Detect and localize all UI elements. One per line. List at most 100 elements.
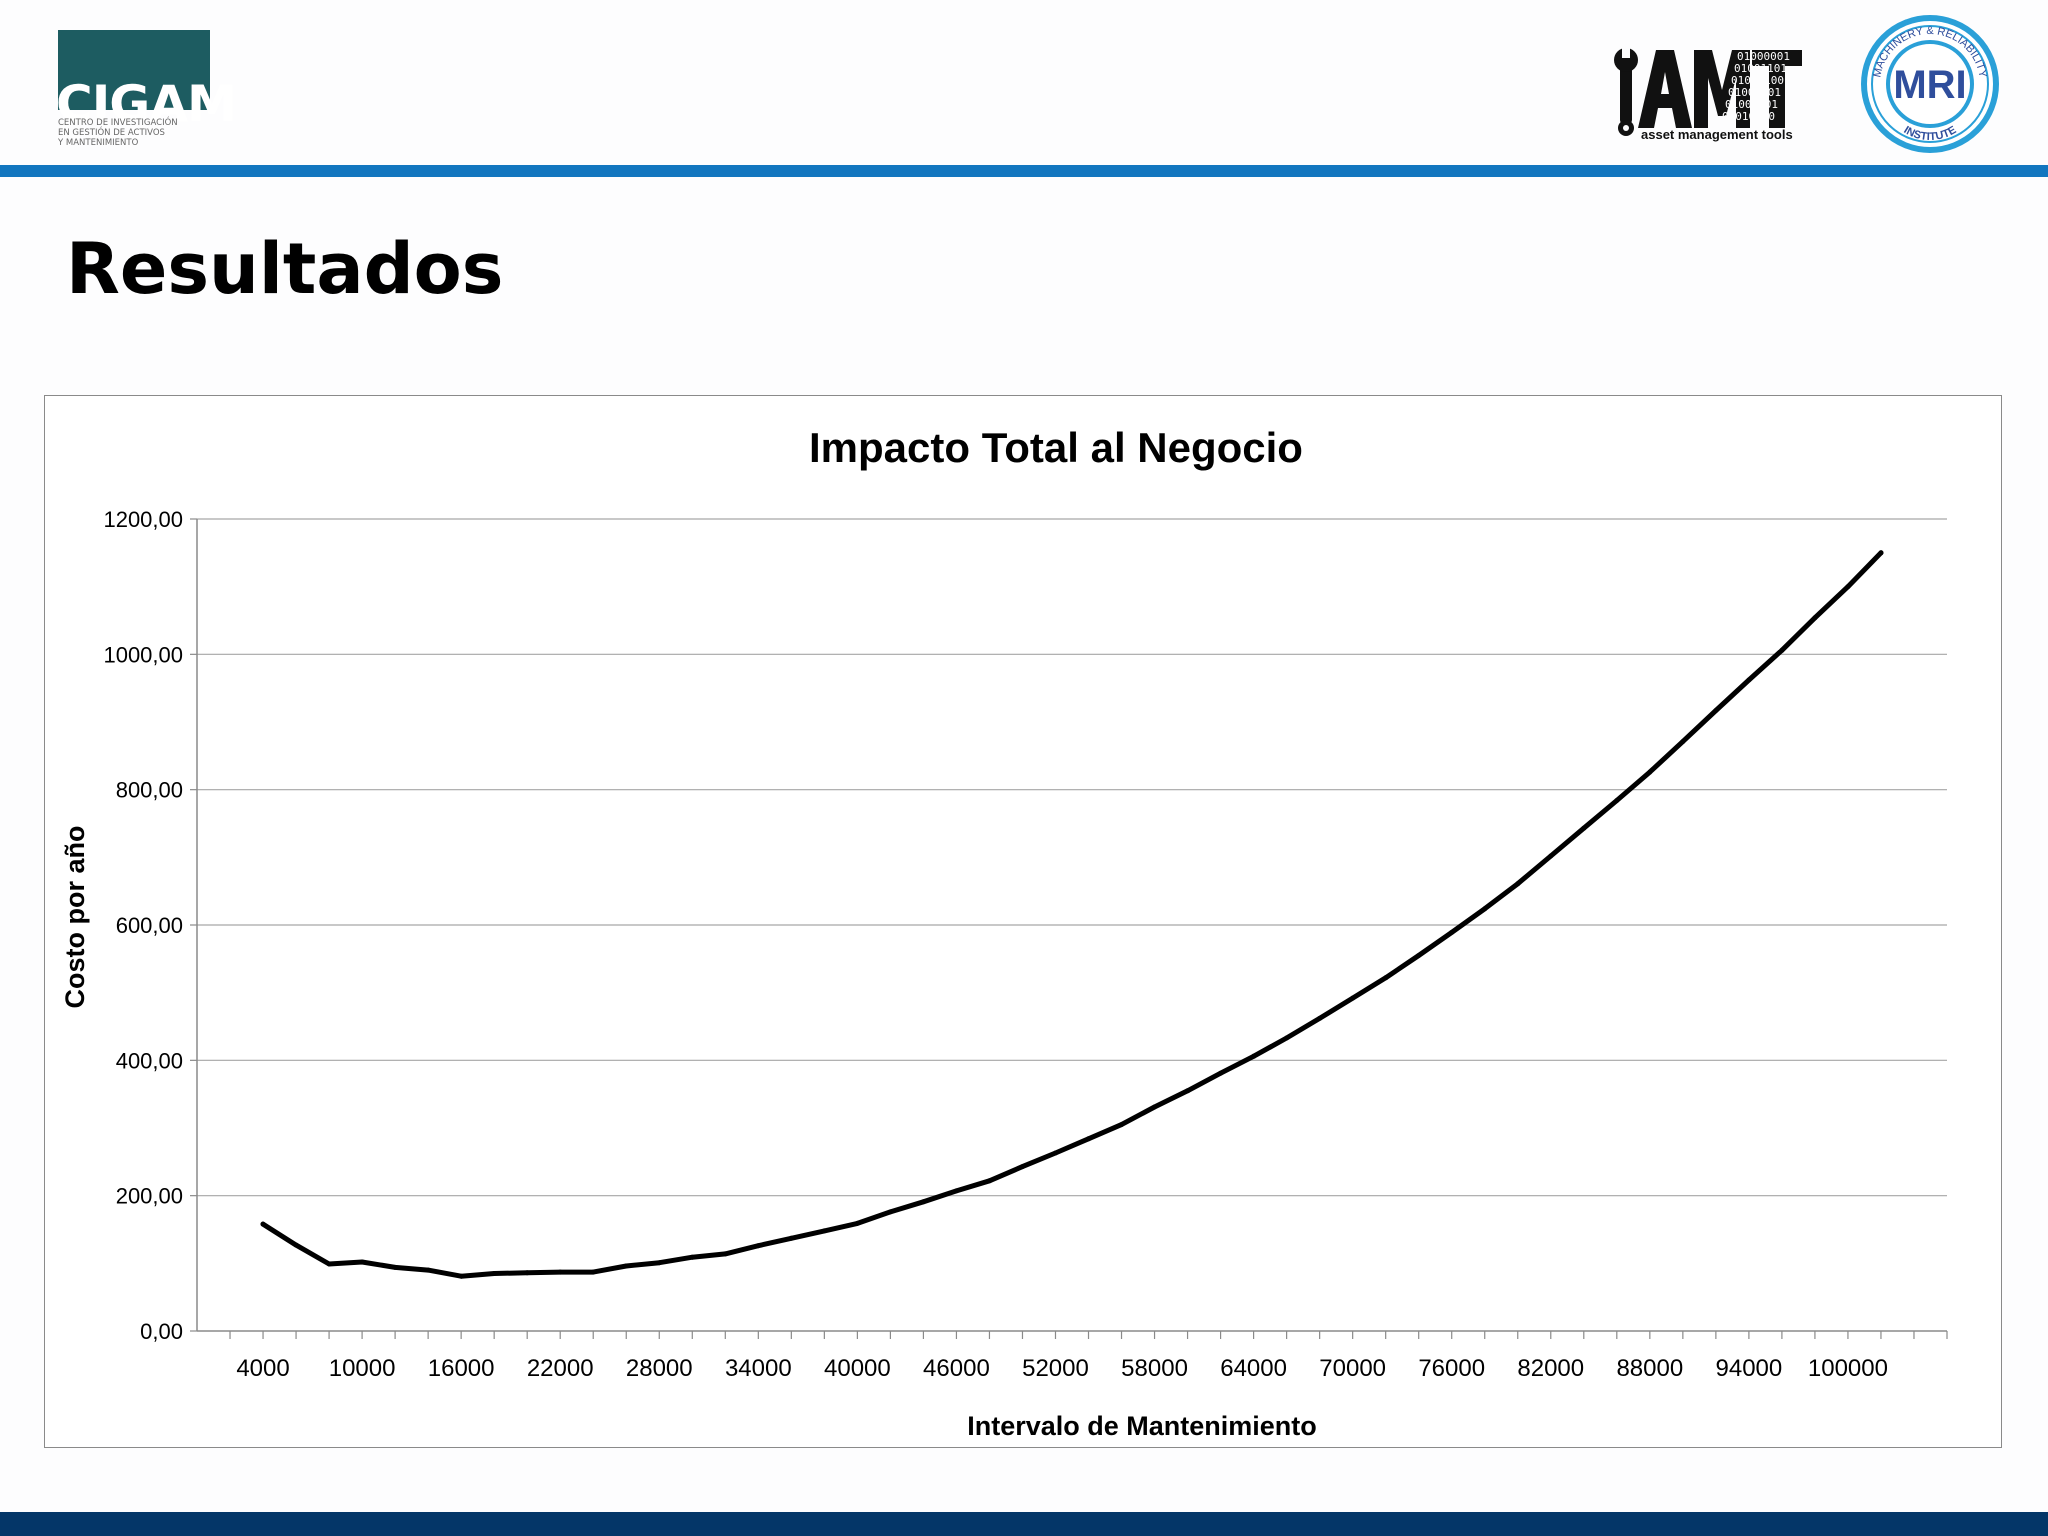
data-point bbox=[722, 1251, 728, 1257]
data-point bbox=[1548, 853, 1554, 859]
data-point bbox=[788, 1235, 794, 1241]
amt-binary-row: 01000001 bbox=[1728, 86, 1781, 99]
x-tick-label: 58000 bbox=[1121, 1355, 1188, 1382]
data-point bbox=[987, 1178, 992, 1184]
data-point bbox=[887, 1209, 893, 1215]
amt-letters-icon bbox=[1638, 50, 1802, 128]
y-tick-label: 400,00 bbox=[116, 1048, 183, 1073]
data-point bbox=[1020, 1164, 1025, 1170]
data-point bbox=[1383, 975, 1389, 981]
chart-title: Impacto Total al Negocio bbox=[809, 424, 1303, 471]
x-tick-label: 70000 bbox=[1319, 1355, 1386, 1382]
data-point bbox=[920, 1199, 926, 1205]
amt-logo: 0100000101001101010101000100000101001101… bbox=[1614, 48, 1802, 142]
data-point bbox=[1779, 647, 1785, 653]
data-point bbox=[491, 1271, 497, 1276]
data-point bbox=[1515, 881, 1521, 887]
data-point bbox=[1185, 1088, 1191, 1094]
y-tick-label: 200,00 bbox=[116, 1184, 183, 1209]
data-point bbox=[425, 1267, 431, 1273]
x-tick-label: 10000 bbox=[329, 1355, 396, 1382]
chart-frame: Impacto Total al Negocio Intervalo de Ma… bbox=[44, 395, 2002, 1448]
footer-band bbox=[0, 1512, 2048, 1536]
wrench-icon bbox=[1614, 48, 1638, 136]
x-tick-label: 46000 bbox=[923, 1355, 990, 1382]
mri-ring-bottom-text: INSTITUTE bbox=[1902, 124, 1959, 143]
x-tick-label: 100000 bbox=[1808, 1355, 1888, 1382]
x-axis-label: Intervalo de Mantenimiento bbox=[967, 1411, 1317, 1441]
data-point bbox=[293, 1242, 299, 1248]
data-point bbox=[1878, 550, 1884, 556]
y-axis-label: Costo por año bbox=[60, 826, 90, 1009]
cigam-logo: CIGAM CENTRO DE INVESTIGACIÓN EN GESTIÓN… bbox=[56, 30, 237, 150]
amt-binary-row: 01010100 bbox=[1731, 74, 1784, 87]
data-point bbox=[326, 1261, 332, 1267]
axes bbox=[190, 518, 1948, 1339]
x-tick-label: 28000 bbox=[626, 1355, 693, 1382]
line-chart: Impacto Total al Negocio Intervalo de Ma… bbox=[60, 424, 1948, 1441]
y-tick-label: 0,00 bbox=[140, 1319, 183, 1344]
data-point bbox=[1647, 769, 1653, 775]
data-point bbox=[854, 1220, 860, 1226]
gridlines bbox=[197, 518, 1947, 1197]
data-point bbox=[1449, 929, 1455, 935]
data-point bbox=[1152, 1104, 1157, 1110]
mri-logo: MACHINERY & RELIABILITY INSTITUTE MRI bbox=[1861, 15, 1999, 153]
data-point bbox=[458, 1273, 464, 1279]
amt-binary-row: 01001101 bbox=[1725, 98, 1778, 111]
data-point bbox=[1680, 739, 1686, 745]
y-tick-label: 800,00 bbox=[116, 778, 183, 803]
x-tick-label: 40000 bbox=[824, 1355, 891, 1382]
data-point bbox=[260, 1221, 266, 1227]
cigam-logo-subtitle: CENTRO DE INVESTIGACIÓN EN GESTIÓN DE AC… bbox=[58, 118, 178, 148]
data-point bbox=[1350, 995, 1356, 1001]
data-point bbox=[1053, 1150, 1058, 1156]
y-tick-label: 1200,00 bbox=[103, 507, 183, 532]
data-point bbox=[1251, 1053, 1257, 1059]
data-point bbox=[1845, 584, 1851, 590]
x-tick-label: 88000 bbox=[1616, 1355, 1683, 1382]
x-tick-label: 34000 bbox=[725, 1355, 792, 1382]
x-tick-label: 76000 bbox=[1418, 1355, 1485, 1382]
data-point bbox=[1284, 1035, 1290, 1041]
data-point bbox=[1482, 906, 1488, 912]
amt-tagline: asset management tools bbox=[1641, 127, 1793, 142]
data-point bbox=[1218, 1070, 1224, 1076]
header-rule bbox=[0, 165, 2048, 177]
page-title: Resultados bbox=[66, 228, 504, 310]
cigam-logo-block bbox=[58, 30, 210, 110]
amt-binary-row: 01010100 bbox=[1722, 110, 1775, 123]
x-tick-label: 22000 bbox=[527, 1355, 594, 1382]
series-total-impact bbox=[260, 550, 1884, 1279]
data-point bbox=[821, 1228, 827, 1234]
x-tick-label: 94000 bbox=[1716, 1355, 1783, 1382]
data-point bbox=[590, 1269, 596, 1275]
data-point bbox=[392, 1264, 398, 1270]
mri-logo-wordmark: MRI bbox=[1893, 63, 1966, 107]
data-point bbox=[359, 1259, 365, 1265]
data-point bbox=[656, 1260, 662, 1266]
x-tick-label: 52000 bbox=[1022, 1355, 1089, 1382]
data-point bbox=[1713, 708, 1719, 713]
data-point bbox=[1317, 1015, 1323, 1021]
data-point bbox=[1086, 1136, 1091, 1142]
y-tick-label: 600,00 bbox=[116, 913, 183, 938]
tick-labels: 0,00 200,00 400,00 600,00 800,00 1000,00 1200,… bbox=[103, 507, 1888, 1382]
data-point bbox=[1614, 798, 1620, 803]
slide-header: CIGAM CENTRO DE INVESTIGACIÓN EN GESTIÓN… bbox=[0, 0, 2048, 165]
x-tick-label: 16000 bbox=[428, 1355, 495, 1382]
data-point bbox=[755, 1243, 761, 1249]
data-point bbox=[1746, 677, 1752, 683]
data-point bbox=[524, 1270, 530, 1276]
amt-binary-text: 0100000101001101010101000100000101001101… bbox=[1722, 50, 1790, 123]
amt-binary-row: 01000001 bbox=[1737, 50, 1790, 63]
y-tick-label: 1000,00 bbox=[103, 642, 183, 667]
data-point bbox=[1119, 1122, 1124, 1128]
series-line bbox=[260, 550, 1884, 1279]
x-tick-label: 4000 bbox=[236, 1355, 289, 1382]
data-point bbox=[1581, 825, 1587, 831]
x-tick-label: 64000 bbox=[1220, 1355, 1287, 1382]
data-point bbox=[557, 1269, 563, 1275]
data-point bbox=[953, 1188, 959, 1194]
data-point bbox=[1416, 953, 1422, 958]
